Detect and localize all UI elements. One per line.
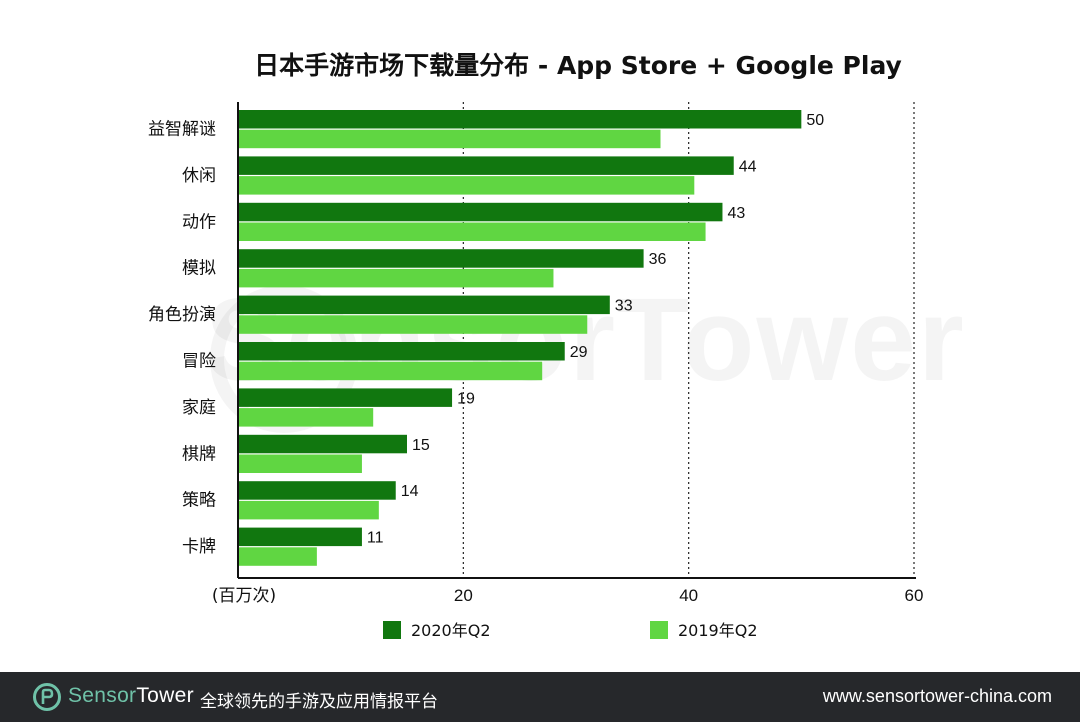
footer-brand-tower: Tower — [136, 684, 194, 707]
legend-swatch-1 — [650, 621, 668, 639]
bar-2020q2-8 — [238, 481, 396, 500]
bar-2019q2-5 — [238, 361, 543, 381]
x-tick-label-40: 40 — [679, 586, 698, 605]
bar-2020q2-5 — [238, 342, 565, 361]
category-label-5: 冒险 — [182, 352, 216, 372]
chart-title: 日本手游市场下载量分布 - App Store + Google Play — [254, 51, 902, 80]
x-axis-unit-label: (百万次) — [212, 586, 276, 606]
bar-2019q2-8 — [238, 500, 379, 520]
bar-2020q2-6 — [238, 388, 453, 407]
category-label-2: 动作 — [182, 212, 216, 232]
legend-label-1: 2019年Q2 — [678, 621, 758, 640]
data-label-9: 11 — [367, 530, 384, 547]
bar-2019q2-3 — [238, 268, 554, 288]
data-label-6: 19 — [457, 390, 475, 407]
data-label-5: 29 — [570, 344, 588, 361]
data-label-2: 43 — [727, 205, 745, 222]
bar-2020q2-4 — [238, 295, 610, 315]
category-label-8: 策略 — [182, 491, 216, 511]
data-label-1: 44 — [739, 158, 757, 175]
data-label-3: 36 — [649, 251, 667, 268]
data-label-7: 15 — [412, 437, 430, 454]
footer-brand: SensorTower — [68, 684, 194, 708]
bar-2019q2-9 — [238, 547, 317, 566]
footer-brand-sensor: Sensor — [68, 684, 137, 707]
category-label-4: 角色扮演 — [148, 305, 216, 325]
category-label-6: 家庭 — [182, 398, 216, 418]
bar-2020q2-2 — [238, 202, 723, 222]
x-tick-label-20: 20 — [454, 586, 473, 605]
bar-2020q2-0 — [238, 110, 802, 129]
data-label-0: 50 — [806, 112, 824, 129]
bar-2019q2-1 — [238, 176, 695, 195]
footer-bar: SensorTower 全球领先的手游及应用情报平台 www.sensortow… — [0, 672, 1080, 722]
data-label-8: 14 — [401, 483, 419, 500]
x-tick-label-60: 60 — [905, 586, 924, 605]
bar-2019q2-7 — [238, 454, 362, 473]
bar-2020q2-7 — [238, 434, 407, 454]
bar-2019q2-2 — [238, 222, 706, 241]
bar-2019q2-0 — [238, 129, 661, 149]
category-label-1: 休闲 — [182, 166, 216, 186]
category-label-0: 益智解谜 — [148, 120, 216, 140]
bar-2020q2-9 — [238, 527, 362, 547]
data-label-4: 33 — [615, 298, 633, 315]
category-label-9: 卡牌 — [182, 537, 216, 557]
legend-label-0: 2020年Q2 — [411, 621, 491, 640]
sensortower-logo-icon — [33, 683, 61, 711]
bar-2020q2-1 — [238, 156, 734, 175]
category-label-3: 模拟 — [182, 259, 216, 279]
bar-2020q2-3 — [238, 249, 644, 268]
legend-swatch-0 — [383, 621, 401, 639]
footer-url[interactable]: www.sensortower-china.com — [822, 686, 1052, 706]
bar-2019q2-6 — [238, 408, 374, 427]
bar-2019q2-4 — [238, 315, 588, 334]
bar-chart: 日本手游市场下载量分布 - App Store + Google Play 50 益… — [148, 51, 924, 640]
footer-slogan: 全球领先的手游及应用情报平台 — [200, 692, 438, 712]
category-label-7: 棋牌 — [182, 444, 216, 464]
